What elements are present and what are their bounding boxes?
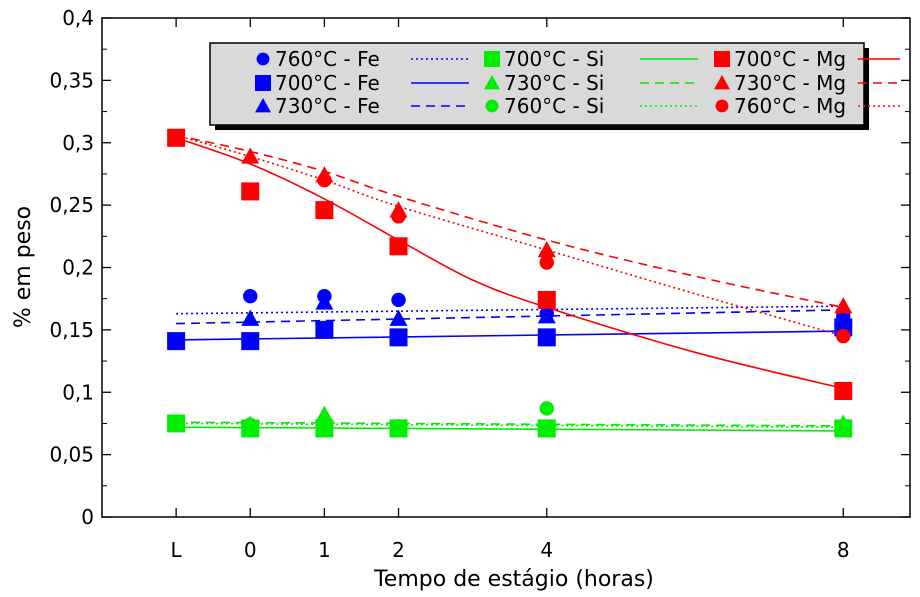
- y-tick-label: 0,25: [49, 193, 94, 217]
- data-point-700-c-mg: [167, 128, 186, 147]
- x-tick-label: 4: [540, 538, 553, 562]
- fit-line-700-c-fe: [176, 330, 844, 341]
- y-tick-label: 0,05: [49, 443, 94, 467]
- data-point-700-c-mg: [315, 201, 334, 220]
- legend-marker: [715, 99, 729, 113]
- data-point-700-c-fe: [167, 332, 186, 351]
- x-tick-label: 1: [318, 538, 331, 562]
- fit-line-760-c-fe: [176, 305, 844, 315]
- data-point-730-c-fe: [537, 307, 556, 324]
- data-point-730-c-si: [167, 414, 186, 431]
- legend-marker: [484, 51, 500, 67]
- x-tick-label: 2: [392, 538, 405, 562]
- x-tick-label: L: [171, 538, 183, 562]
- data-point-760-c-si: [317, 419, 332, 435]
- data-point-700-c-mg: [389, 237, 408, 256]
- legend-marker: [255, 75, 271, 91]
- legend-marker: [255, 98, 271, 113]
- data-point-700-c-fe: [537, 328, 556, 347]
- legend-label: 760°C - Fe: [275, 47, 380, 71]
- y-tick-label: 0,3: [62, 131, 94, 155]
- legend-label: 730°C - Fe: [275, 94, 380, 118]
- data-point-760-c-mg: [391, 209, 406, 224]
- data-point-730-c-mg: [834, 297, 853, 314]
- legend-label: 700°C - Fe: [275, 71, 380, 95]
- x-tick-label: 0: [244, 538, 257, 562]
- data-point-700-c-mg: [241, 182, 260, 201]
- fit-line-730-c-mg: [175, 134, 844, 309]
- fit-line-730-c-fe: [176, 309, 844, 325]
- y-tick-label: 0,35: [49, 68, 94, 92]
- fit-line-700-c-si: [176, 426, 844, 432]
- y-axis-title: % em peso: [11, 206, 36, 328]
- data-point-730-c-fe: [315, 293, 334, 310]
- legend-box: [209, 42, 865, 126]
- data-point-700-c-fe: [241, 332, 260, 351]
- data-point-760-c-si: [243, 417, 258, 432]
- data-point-700-c-fe: [315, 320, 334, 339]
- data-point-730-c-fe: [389, 309, 408, 326]
- legend-marker: [484, 75, 500, 90]
- legend-marker: [714, 51, 730, 67]
- data-point-700-c-mg: [537, 290, 556, 309]
- data-point-760-c-mg: [836, 328, 851, 344]
- legend-label: 730°C - Si: [504, 71, 604, 95]
- y-tick-label: 0,4: [62, 6, 94, 30]
- data-point-730-c-mg: [537, 241, 556, 258]
- legend-marker: [714, 75, 730, 90]
- data-point-730-c-fe: [241, 309, 260, 326]
- data-point-730-c-mg: [241, 147, 260, 164]
- data-point-760-c-mg: [317, 172, 332, 188]
- legend-marker: [485, 99, 499, 113]
- data-point-760-c-fe: [243, 288, 258, 304]
- x-tick-label: 8: [837, 538, 850, 562]
- legend-marker: [256, 52, 270, 66]
- data-point-700-c-fe: [389, 328, 408, 347]
- data-point-700-c-mg: [834, 382, 853, 401]
- legend: 760°C - Fe 700°C - Si 700°C - Mg 700°C - Fe…: [209, 42, 900, 130]
- y-tick-label: 0,15: [49, 318, 94, 342]
- fit-line-760-c-mg: [175, 134, 844, 337]
- y-tick-label: 0,2: [62, 256, 94, 280]
- fit-line-700-c-mg: [175, 137, 844, 390]
- legend-label: 730°C - Mg: [734, 71, 846, 95]
- legend-label: 700°C - Si: [504, 47, 604, 71]
- y-tick-label: 0,1: [62, 380, 94, 404]
- x-axis-title: Tempo de estágio (horas): [373, 567, 654, 592]
- data-point-760-c-si: [836, 419, 851, 435]
- data-point-730-c-si: [537, 419, 556, 436]
- data-point-730-c-fe: [834, 314, 853, 331]
- legend-label: 760°C - Mg: [734, 94, 846, 118]
- plot-area: 0 0,05 0,1 0,15 0,2 0,25 0,3 0,35 0,4 L 0 1 2 4 8: [49, 6, 911, 562]
- data-point-760-c-fe: [391, 292, 406, 308]
- data-point-760-c-mg: [539, 255, 554, 270]
- data-point-760-c-si: [539, 401, 554, 416]
- data-point-760-c-si: [391, 421, 406, 436]
- legend-label: 760°C - Si: [504, 94, 604, 118]
- legend-label: 700°C - Mg: [734, 47, 846, 71]
- y-tick-label: 0: [81, 505, 94, 529]
- data-point-730-c-si: [315, 405, 334, 422]
